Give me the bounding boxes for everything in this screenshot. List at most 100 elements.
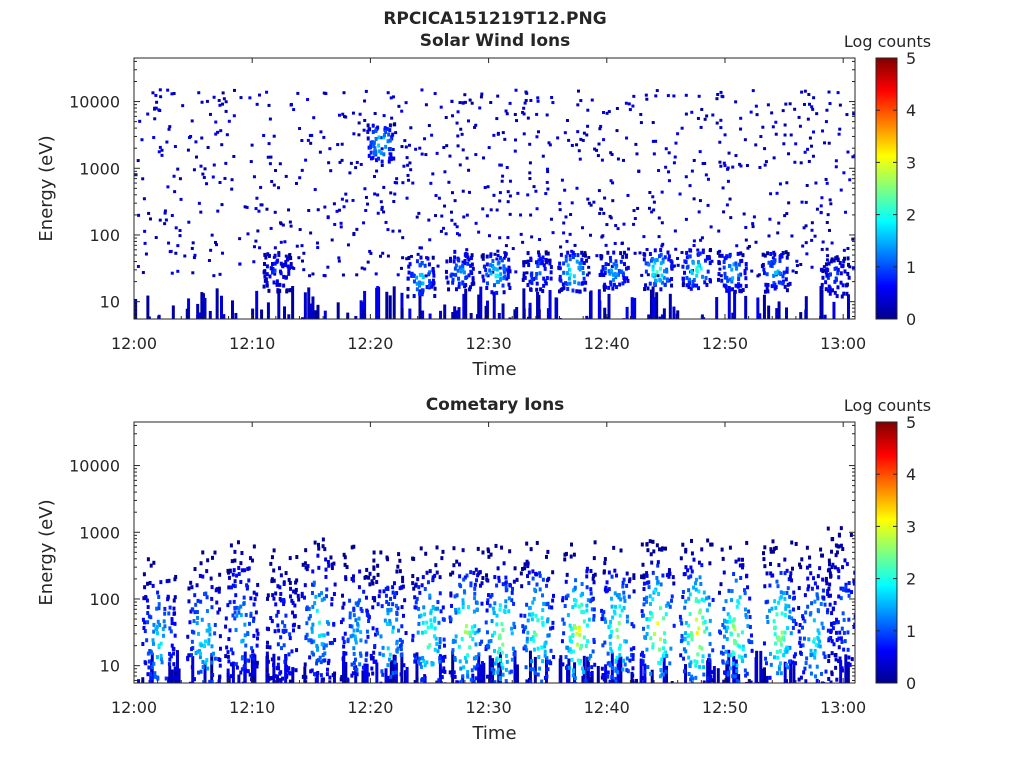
heatmap-cell <box>508 194 512 198</box>
heatmap-cell <box>840 626 844 631</box>
heatmap-cell <box>703 620 707 625</box>
heatmap-cell <box>502 264 506 269</box>
heatmap-cell <box>690 110 694 114</box>
heatmap-cell <box>416 577 420 582</box>
heatmap-cell <box>216 714 219 718</box>
heatmap-cell <box>687 588 691 593</box>
heatmap-cell <box>276 642 280 647</box>
heatmap-cell <box>689 660 693 665</box>
heatmap-cell <box>458 265 462 270</box>
heatmap-cell <box>672 306 676 319</box>
heatmap-cell <box>273 272 277 276</box>
heatmap-cell <box>468 645 472 650</box>
heatmap-cell <box>835 255 839 260</box>
heatmap-cell <box>499 272 503 277</box>
heatmap-cell <box>708 261 712 266</box>
heatmap-cell <box>268 162 272 166</box>
heatmap-cell <box>526 193 530 197</box>
heatmap-cell <box>459 127 463 131</box>
heatmap-cell <box>834 657 838 662</box>
heatmap-cell <box>684 664 688 683</box>
heatmap-cell <box>676 310 680 319</box>
heatmap-cell <box>676 263 680 267</box>
heatmap-cell <box>491 264 495 269</box>
heatmap-cell <box>776 716 779 720</box>
heatmap-cell <box>218 103 222 107</box>
heatmap-cell <box>803 150 807 154</box>
heatmap-cell <box>501 131 505 135</box>
heatmap-cell <box>423 675 427 683</box>
heatmap-cell <box>457 562 461 567</box>
heatmap-cell <box>214 243 218 247</box>
heatmap-cell <box>703 117 707 121</box>
heatmap-cell <box>371 129 375 134</box>
heatmap-cell <box>558 208 562 212</box>
heatmap-cell <box>371 626 375 631</box>
panel-title: Solar Wind Ions <box>420 31 571 51</box>
heatmap-cell <box>439 105 443 109</box>
heatmap-cell <box>612 609 616 614</box>
heatmap-cell <box>815 592 819 597</box>
heatmap-cell <box>570 626 574 631</box>
heatmap-cell <box>349 161 353 165</box>
heatmap-cell <box>803 722 806 726</box>
heatmap-cell <box>745 164 749 168</box>
heatmap-cell <box>352 628 356 633</box>
heatmap-cell <box>551 598 555 603</box>
heatmap-cell <box>450 218 454 222</box>
heatmap-cell <box>534 632 538 637</box>
heatmap-cell <box>212 274 216 278</box>
heatmap-cell <box>313 540 317 545</box>
heatmap-cell <box>374 128 378 133</box>
heatmap-cell <box>213 656 217 661</box>
heatmap-cell <box>485 573 489 578</box>
heatmap-cell <box>503 137 507 141</box>
heatmap-cell <box>439 696 442 700</box>
heatmap-cell <box>592 556 596 561</box>
heatmap-cell <box>272 568 276 573</box>
heatmap-cell <box>342 601 346 606</box>
heatmap-cell <box>772 655 776 660</box>
heatmap-cell <box>433 626 437 631</box>
heatmap-cell <box>764 600 768 605</box>
heatmap-cell <box>785 212 789 216</box>
heatmap-cell <box>351 111 355 115</box>
heatmap-cell <box>565 572 569 577</box>
heatmap-cell <box>841 565 845 570</box>
heatmap-cell <box>416 659 420 664</box>
heatmap-cell <box>529 679 533 683</box>
heatmap-cell <box>648 281 652 286</box>
heatmap-cell <box>431 575 435 580</box>
heatmap-cell <box>615 263 619 268</box>
heatmap-cell <box>355 227 359 231</box>
heatmap-cell <box>469 570 473 575</box>
heatmap-cell <box>613 271 617 276</box>
heatmap-cell <box>719 650 723 655</box>
heatmap-cell <box>338 160 342 164</box>
heatmap-cell <box>738 162 742 166</box>
heatmap-cell <box>569 639 573 644</box>
heatmap-cell <box>288 594 292 599</box>
heatmap-cell <box>344 661 348 683</box>
heatmap-cell <box>500 545 504 550</box>
heatmap-cell <box>341 656 345 683</box>
heatmap-cell <box>230 559 234 564</box>
heatmap-cell <box>296 683 299 687</box>
heatmap-cell <box>216 610 220 615</box>
heatmap-cell <box>803 89 807 93</box>
heatmap-cell <box>196 598 200 603</box>
heatmap-cell <box>418 289 422 319</box>
heatmap-cell <box>723 271 727 276</box>
heatmap-cell <box>768 608 772 613</box>
heatmap-cell <box>678 614 682 619</box>
heatmap-cell <box>283 715 286 719</box>
heatmap-cell <box>662 275 666 280</box>
heatmap-cell <box>660 547 664 552</box>
heatmap-cell <box>785 649 789 654</box>
heatmap-cell <box>239 670 243 675</box>
heatmap-cell <box>236 540 240 545</box>
heatmap-cell <box>708 279 712 284</box>
heatmap-cell <box>393 693 396 697</box>
heatmap-cell <box>829 680 833 683</box>
heatmap-cell <box>706 256 710 261</box>
